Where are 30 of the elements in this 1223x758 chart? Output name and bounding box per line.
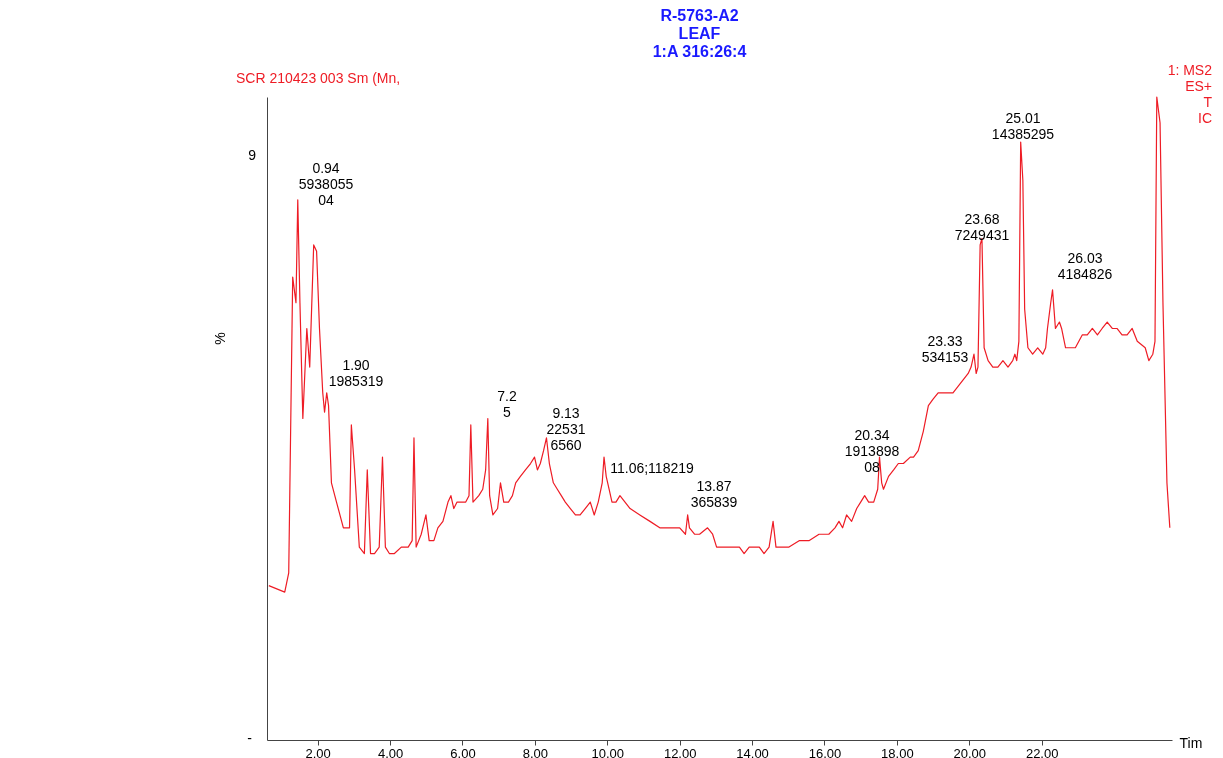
- annotation: 20.34 1913898 08: [844, 427, 900, 475]
- text: -: [247, 730, 253, 746]
- annotation: 9.13 22531 6560: [546, 405, 586, 453]
- x-tick-label: 10.00: [591, 745, 625, 758]
- x-tick-label: 14.00: [736, 745, 769, 758]
- annotation: 1: MS2 ES+ T IC: [1167, 62, 1213, 126]
- x-tick-label: 12.00: [663, 745, 697, 758]
- x-axis-title: Tim: [1179, 734, 1203, 751]
- x-tick-label: 20.00: [953, 745, 987, 758]
- annotation: 7.2 5: [497, 388, 517, 420]
- x-tick-label: 16.00: [808, 745, 842, 758]
- x-tick-label: 22.00: [1025, 745, 1059, 758]
- x-tick-label: 18.00: [881, 745, 914, 758]
- annotation: 13.87 365839: [690, 478, 738, 510]
- annotation: 11.06;118219: [610, 460, 694, 476]
- text: SCR 210423 003 Sm (Mn,: [236, 70, 401, 86]
- chart-subtitle: LEAF 1:A 316:26:4: [652, 25, 747, 60]
- x-tick-label: 2.00: [305, 745, 331, 758]
- annotation: 0.94 5938055 04: [298, 160, 354, 208]
- annotation: 1.90 1985319: [328, 357, 384, 389]
- chart-title: R-5763-A2: [660, 7, 739, 24]
- text: 9: [248, 147, 257, 163]
- y-axis-title: %: [211, 332, 228, 345]
- annotation: 25.01 14385295: [991, 110, 1055, 142]
- annotation: 23.33 534153: [921, 333, 969, 365]
- x-tick-label: 6.00: [450, 745, 476, 758]
- annotation: 26.03 4184826: [1057, 250, 1113, 282]
- x-tick-label: 8.00: [522, 745, 549, 758]
- x-tick-label: 4.00: [377, 745, 404, 758]
- annotation: 23.68 7249431: [954, 211, 1010, 243]
